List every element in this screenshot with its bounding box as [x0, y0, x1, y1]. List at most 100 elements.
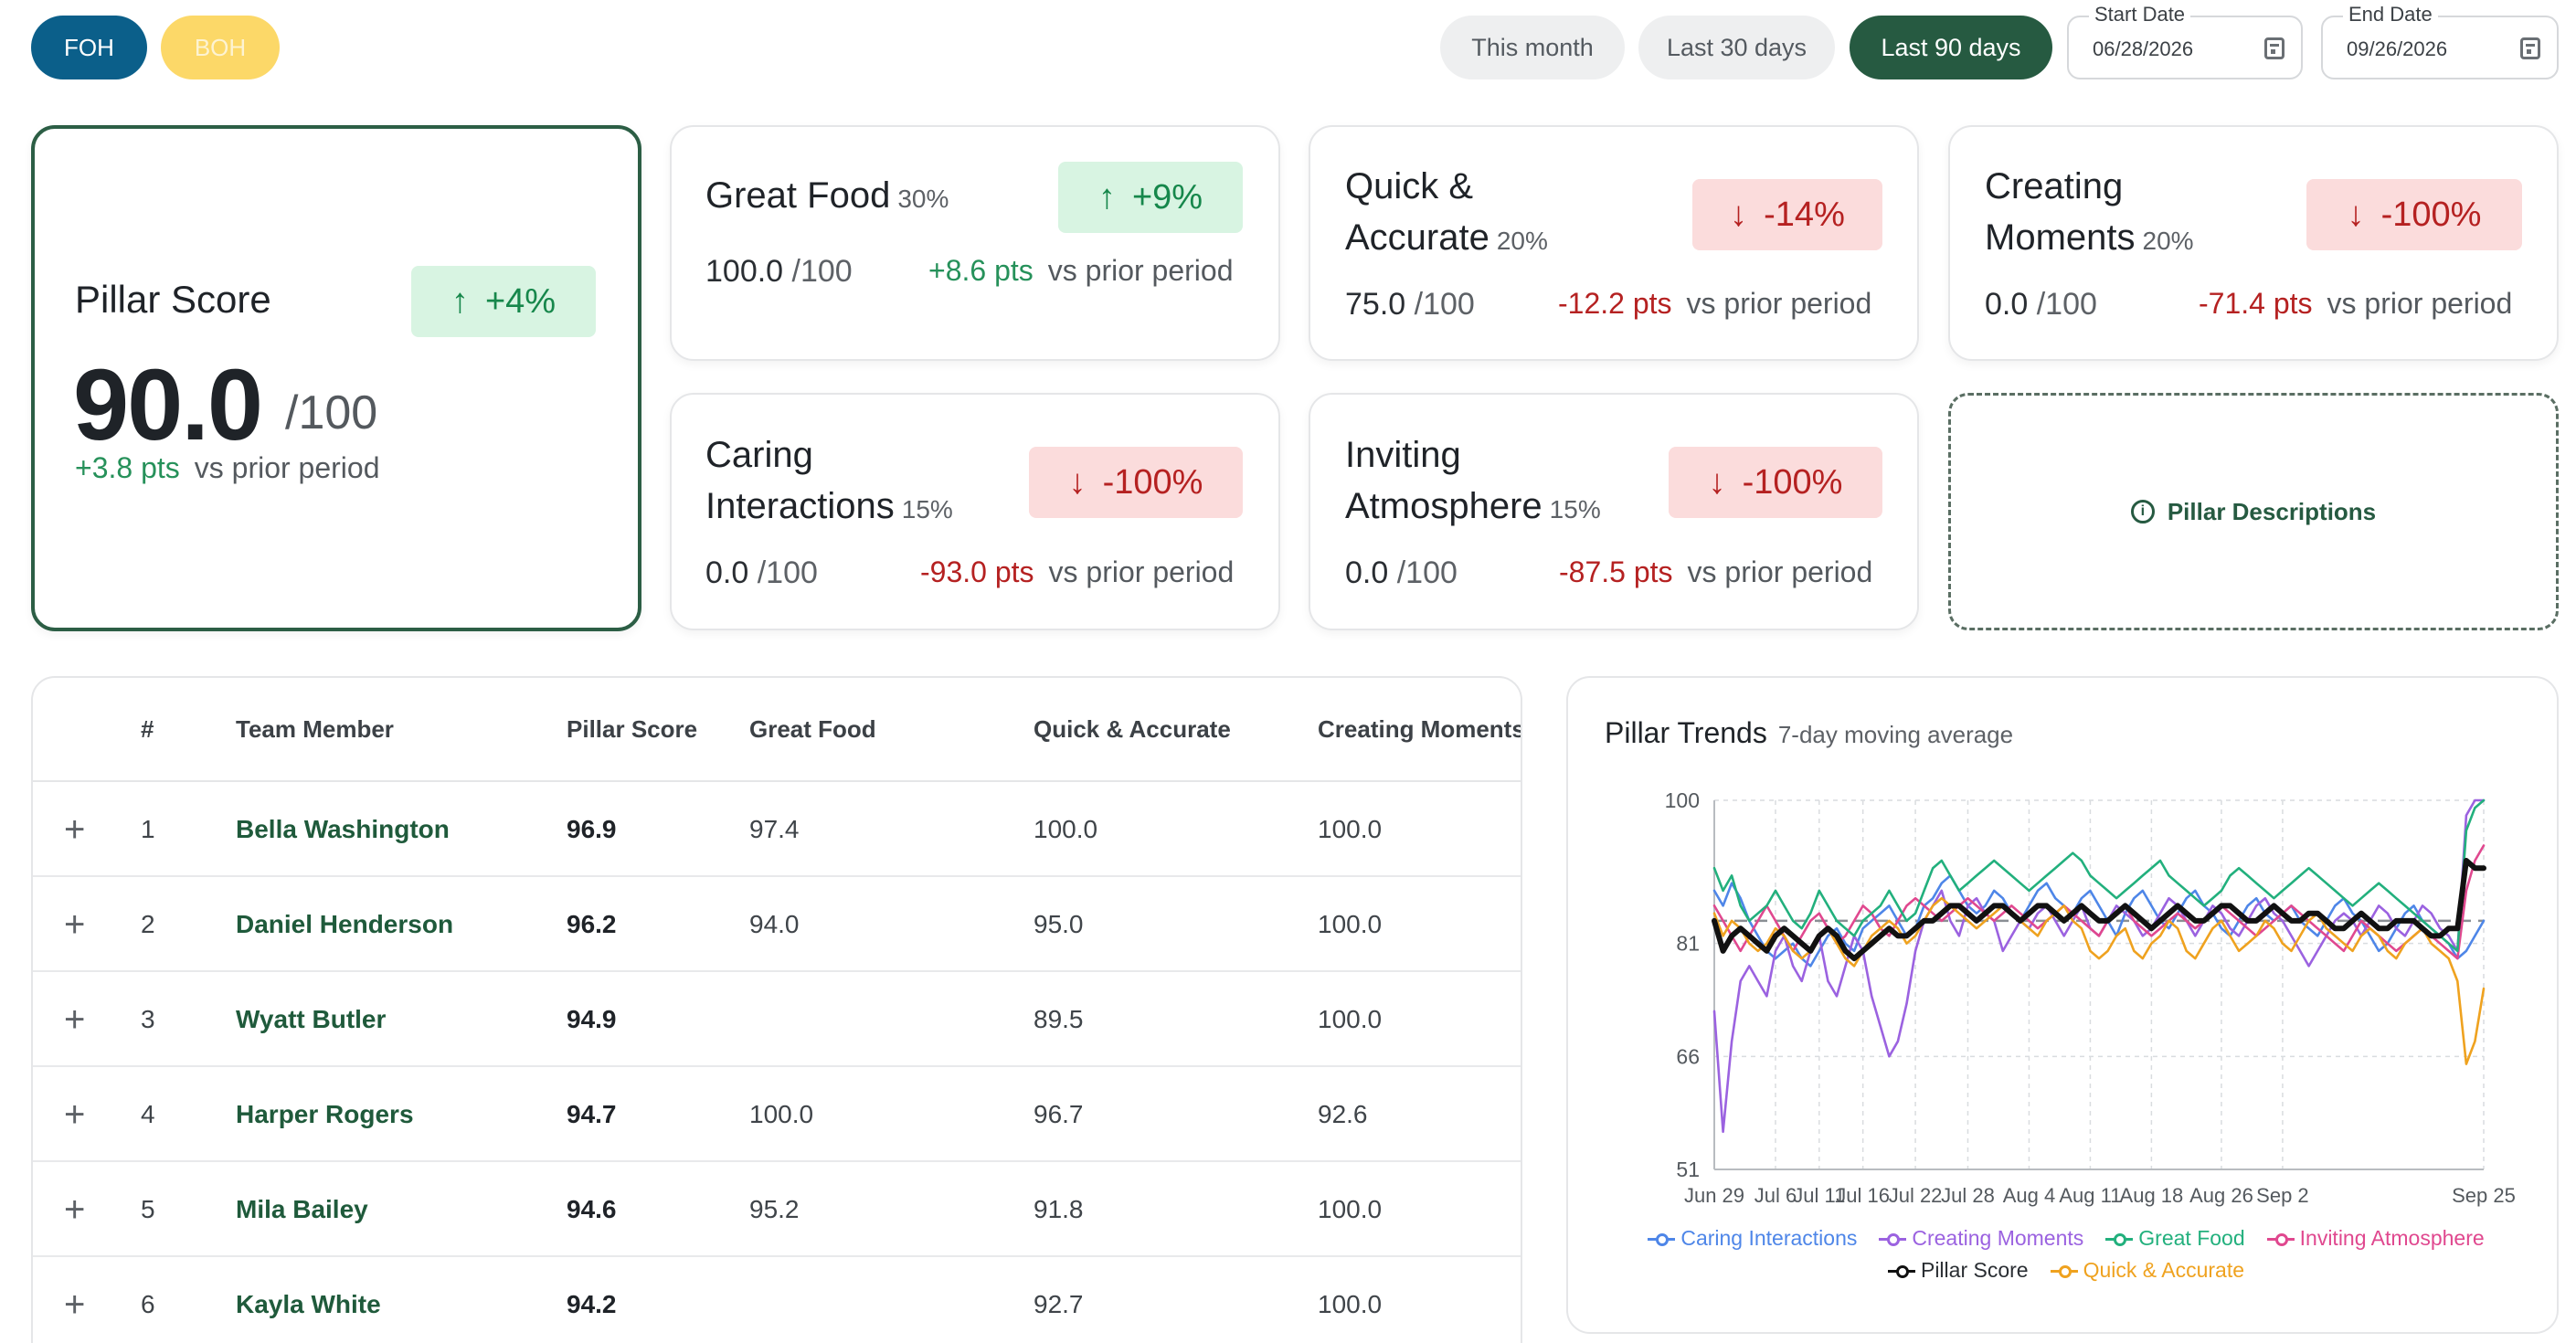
boh-toggle-button[interactable]: BOH [161, 16, 280, 79]
expand-plus-icon[interactable]: + [64, 1189, 86, 1230]
row-rank: 1 [141, 815, 155, 843]
creating-moments-title: Creating Moments 20% [1985, 166, 2194, 258]
row-quick-accurate: 95.0 [1034, 910, 1084, 938]
series-line-creating-moments [1712, 798, 2486, 1134]
series-line-quick-accurate [1712, 896, 2486, 1065]
row-pillar-score: 94.9 [567, 1005, 617, 1033]
row-pillar-score: 94.6 [567, 1195, 617, 1223]
header-divider [33, 780, 1521, 782]
legend-marker-icon [2105, 1232, 2134, 1246]
row-rank: 6 [141, 1290, 155, 1318]
legend-item[interactable]: Great Food [2105, 1226, 2245, 1251]
great-food-card [670, 125, 1280, 361]
creating-moments-delta: -71.4 pts vs prior period [2199, 287, 2513, 320]
row-pillar-score: 94.7 [567, 1100, 617, 1128]
legend-item[interactable]: Quick & Accurate [2050, 1258, 2245, 1283]
x-tick-label: Jul 22 [1889, 1184, 1943, 1207]
x-tick-label: Jul 11 [1793, 1184, 1845, 1207]
table-row: + 1 Bella Washington 96.9 97.4 100.0 100… [33, 782, 1521, 877]
inviting-atmosphere-delta: -87.5 pts vs prior period [1559, 555, 1873, 588]
row-rank: 4 [141, 1100, 155, 1128]
quick-accurate-score: 75.0 /100 [1345, 287, 1475, 322]
expand-plus-icon[interactable]: + [64, 809, 86, 850]
header-pillar-score[interactable]: Pillar Score [567, 714, 698, 743]
y-tick-label: 51 [1676, 1158, 1700, 1181]
expand-plus-icon[interactable]: + [64, 999, 86, 1040]
expand-plus-icon[interactable]: + [64, 1094, 86, 1135]
row-great-food: 97.4 [749, 815, 800, 843]
inviting-atmosphere-title: Inviting Atmosphere 15% [1345, 435, 1601, 526]
caring-interactions-badge: ↓ -100% [1029, 447, 1243, 518]
expand-plus-icon[interactable]: + [64, 1284, 86, 1325]
row-team-member[interactable]: Bella Washington [236, 815, 450, 843]
x-tick-label: Jun 29 [1684, 1184, 1744, 1207]
chart-title: Pillar Trends 7-day moving average [1605, 716, 2014, 749]
start-date-field[interactable]: Start Date 06/28/2026 [2067, 3, 2303, 79]
x-tick-label: Sep 25 [2452, 1184, 2516, 1207]
expand-plus-icon[interactable]: + [64, 904, 86, 945]
end-date-value: 09/26/2026 [2347, 37, 2448, 60]
row-great-food: 95.2 [749, 1195, 800, 1223]
row-team-member[interactable]: Harper Rogers [236, 1100, 414, 1128]
great-food-score: 100.0 /100 [705, 254, 853, 289]
y-tick-label: 66 [1676, 1044, 1700, 1068]
row-pillar-score: 96.2 [567, 910, 617, 938]
legend-label: Inviting Atmosphere [2299, 1226, 2485, 1250]
header-team-member[interactable]: Team Member [236, 714, 394, 743]
x-tick-label: Aug 11 [2059, 1184, 2121, 1207]
last-30-days-button[interactable]: Last 30 days [1638, 16, 1835, 79]
legend-label: Creating Moments [1912, 1226, 2084, 1250]
table-row: + 2 Daniel Henderson 96.2 94.0 95.0 100.… [33, 877, 1521, 972]
header-quick-accurate[interactable]: Quick & Accurate [1034, 714, 1231, 743]
row-great-food: 94.0 [749, 910, 800, 938]
end-date-field[interactable]: End Date 09/26/2026 [2321, 3, 2559, 79]
legend-marker-icon [2266, 1232, 2295, 1246]
legend-marker-icon [1879, 1232, 1907, 1246]
row-rank: 2 [141, 910, 155, 938]
inviting-atmosphere-score: 0.0 /100 [1345, 555, 1458, 590]
row-creating-moments: 100.0 [1318, 1290, 1383, 1318]
row-team-member[interactable]: Daniel Henderson [236, 910, 454, 938]
header-creating-moments[interactable]: Creating Moments [1318, 714, 1522, 743]
x-tick-label: Jul 28 [1941, 1184, 1995, 1207]
x-tick-label: Jul 16 [1836, 1184, 1890, 1207]
arrow-down-icon: ↓ [1730, 195, 1748, 234]
legend-item[interactable]: Creating Moments [1879, 1226, 2083, 1251]
row-team-member[interactable]: Mila Bailey [236, 1195, 368, 1223]
series-line-inviting-atmosphere [1712, 844, 2486, 960]
header-great-food[interactable]: Great Food [749, 714, 876, 743]
legend-item[interactable]: Inviting Atmosphere [2266, 1226, 2485, 1251]
row-team-member[interactable]: Kayla White [236, 1290, 381, 1318]
row-quick-accurate: 100.0 [1034, 815, 1098, 843]
row-team-member[interactable]: Wyatt Butler [236, 1005, 387, 1033]
row-rank: 5 [141, 1195, 155, 1223]
this-month-button[interactable]: This month [1440, 16, 1625, 79]
quick-accurate-badge: ↓ -14% [1692, 179, 1882, 250]
quick-accurate-title: Quick & Accurate 20% [1345, 166, 1548, 258]
caring-interactions-title: Caring Interactions 15% [705, 435, 953, 526]
legend-item[interactable]: Caring Interactions [1648, 1226, 1857, 1251]
y-tick-label: 81 [1676, 932, 1700, 956]
legend-marker-icon [1887, 1264, 1915, 1278]
pillar-descriptions-button[interactable]: i Pillar Descriptions [1948, 393, 2559, 630]
table-row: + 6 Kayla White 94.2 92.7 100.0 [33, 1257, 1521, 1343]
calendar-icon[interactable] [2520, 37, 2540, 59]
legend-item[interactable]: Pillar Score [1887, 1258, 2029, 1283]
last-90-days-button[interactable]: Last 90 days [1850, 16, 2052, 79]
x-tick-label: Jul 6 [1754, 1184, 1797, 1207]
calendar-icon[interactable] [2264, 37, 2284, 59]
team-member-table: # Team Member Pillar Score Great Food Qu… [31, 676, 1522, 1343]
pillar-score-card [31, 125, 641, 631]
row-pillar-score: 96.9 [567, 815, 617, 843]
legend-label: Quick & Accurate [2083, 1258, 2245, 1282]
header-rank[interactable]: # [141, 714, 154, 743]
row-creating-moments: 100.0 [1318, 910, 1383, 938]
arrow-down-icon: ↓ [1068, 462, 1087, 502]
foh-toggle-button[interactable]: FOH [31, 16, 147, 79]
legend-label: Pillar Score [1920, 1258, 2029, 1282]
end-date-label: End Date [2343, 3, 2438, 26]
row-creating-moments: 92.6 [1318, 1100, 1368, 1128]
row-quick-accurate: 89.5 [1034, 1005, 1084, 1033]
legend-marker-icon [1648, 1232, 1676, 1246]
